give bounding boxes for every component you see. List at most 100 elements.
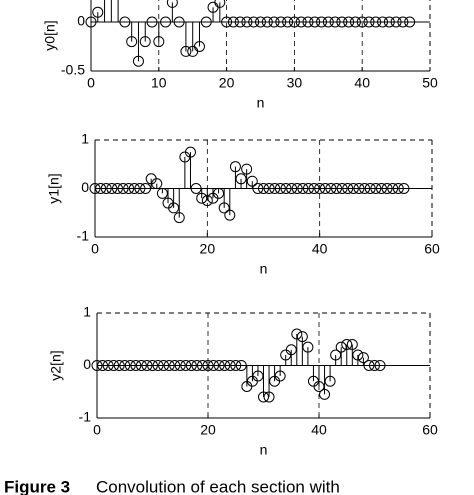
stem-marker [132,55,144,67]
stem-marker [95,183,107,194]
stem-marker [213,187,225,199]
stem-marker [119,360,131,371]
stem-marker [224,360,236,371]
stem-marker [302,16,314,28]
stem-marker [369,360,380,371]
x-tick-label: 0 [87,75,95,91]
stem-marker [329,16,341,28]
stem-marker [201,195,213,207]
caption: Convolution of each section with [96,477,340,495]
stem-marker [163,360,175,371]
y-tick-label: 1 [81,131,89,147]
stem-marker [180,45,192,57]
stem-marker [342,183,354,194]
x-axis-label: n [260,261,268,277]
x-tick-label: 30 [287,75,303,91]
stem-marker [235,173,247,185]
x-tick-label: 40 [354,75,370,91]
stem-marker [263,183,275,194]
stem-marker [274,370,286,382]
y-tick-label: -1 [79,409,92,425]
stem-marker [308,183,320,194]
stem-marker [246,175,258,187]
stem-marker [113,360,125,371]
y-tick-label: -0.5 [61,62,85,78]
stem-marker [234,16,246,28]
stem-marker [282,16,294,28]
stem-marker [202,360,214,371]
x-tick-label: 10 [151,75,167,91]
stem-marker [91,360,103,371]
stem-marker [193,41,205,52]
stem-marker [173,16,185,28]
stem-marker [89,183,101,194]
stem-marker [346,339,358,350]
stem-marker [288,16,300,28]
y-tick-label: 0 [83,356,91,372]
stem-marker [364,183,376,194]
stem-marker [224,209,236,221]
stem-marker [314,183,326,194]
stem-marker [330,349,342,361]
stem-marker [285,344,297,356]
y-axis-label: y2[n] [48,350,64,380]
stem-marker [363,360,375,371]
stem-marker [324,375,336,387]
stem-marker [357,352,369,364]
y-axis-label: y0[n] [42,20,58,50]
stem-marker [230,360,242,371]
stem-marker [404,16,416,28]
stem-marker [248,16,260,28]
stem-marker [227,16,239,28]
x-tick-label: 20 [200,422,216,438]
stem-marker [185,360,197,371]
stem-marker [208,360,220,371]
x-tick-label: 60 [422,422,438,438]
stem-marker [353,183,365,194]
stem-marker [102,360,114,371]
stem-marker [221,16,233,28]
stem-marker [336,183,348,194]
stem-marker [383,16,395,28]
x-axis-label: n [260,442,268,458]
stem-marker [241,163,253,175]
stem-marker [331,183,343,194]
stem-marker [235,360,247,371]
stem-marker [124,360,136,371]
stem-marker [398,183,410,194]
stem-marker [152,360,164,371]
stem-marker [322,16,334,28]
stem-marker [341,339,353,350]
stem-marker [166,0,178,8]
stem-marker [134,183,146,194]
stem-marker [97,360,109,371]
stem-marker [268,16,280,28]
stem-marker [128,183,140,194]
x-tick-label: 0 [93,422,101,438]
stem-marker [160,16,172,28]
stem-marker [213,360,225,371]
stem-marker [158,360,170,371]
stem-marker [85,16,97,28]
stem-marker [313,381,325,392]
x-tick-label: 40 [312,241,328,257]
stem-marker [269,183,281,194]
stem-marker [319,388,331,400]
stem-marker [219,360,231,371]
stem-marker [146,16,158,28]
stem-marker [309,16,321,28]
stem-marker [381,183,393,194]
stem-marker [274,183,286,194]
stem-marker [377,16,389,28]
stem-marker [117,183,129,194]
stem-marker [291,328,303,340]
stem-marker [196,360,208,371]
stem-marker [252,183,264,194]
y-tick-label: 1 [83,304,91,320]
stem-marker [297,183,309,194]
x-tick-label: 60 [424,241,440,257]
stem-marker [123,183,135,194]
stem-marker [258,183,269,194]
stem-marker [374,360,386,371]
